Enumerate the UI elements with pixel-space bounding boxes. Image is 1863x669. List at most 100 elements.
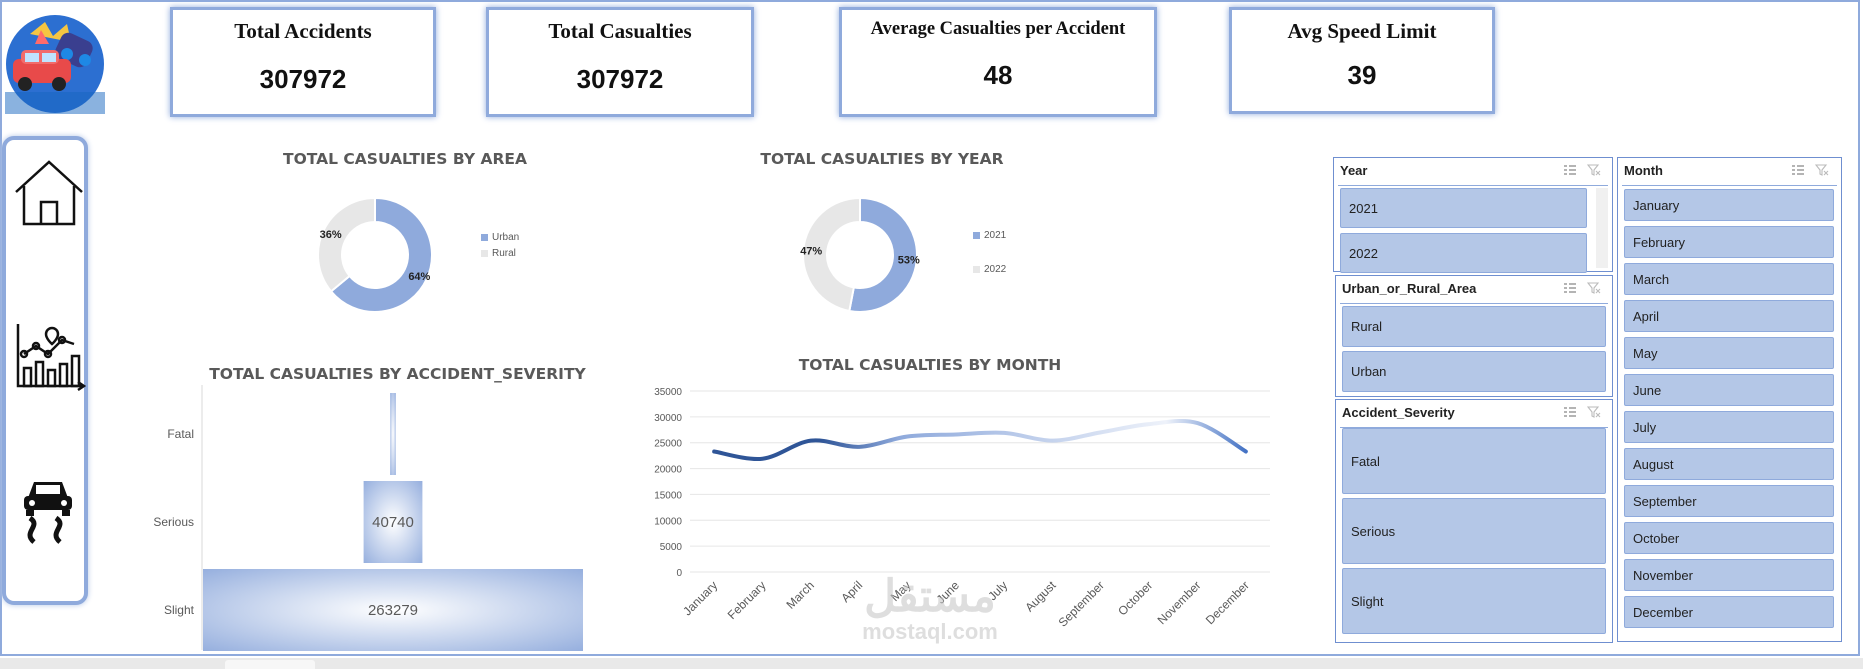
slicer-item-october[interactable]: October [1624, 522, 1834, 554]
slicer-header-line [1622, 185, 1837, 186]
slicer-header: Year [1340, 163, 1368, 178]
kpi-total-casualties: Total Casualties 307972 [486, 7, 754, 117]
x-tick-label: March [783, 578, 816, 611]
legend-area: Urban Rural [481, 232, 519, 259]
clear-filter-icon[interactable] [1587, 406, 1601, 418]
slicer-item-serious[interactable]: Serious [1342, 498, 1606, 564]
x-tick-label: September [1056, 578, 1107, 629]
slicer-item-april[interactable]: April [1624, 300, 1834, 332]
slicer-severity: Accident_Severity Fatal Serious Slight [1335, 399, 1613, 643]
severity-bar-serious [363, 481, 423, 563]
slicer-header-line [1338, 185, 1608, 186]
slicer-item-november[interactable]: November [1624, 559, 1834, 591]
donut-chart-year: 53% 47% [800, 196, 920, 313]
slicer-item-january[interactable]: January [1624, 189, 1834, 221]
kpi-title: Avg Speed Limit [1287, 19, 1437, 43]
donut-slice-urban [329, 196, 433, 313]
donut-slice-2022 [802, 196, 861, 313]
slicer-item-rural[interactable]: Rural [1342, 306, 1606, 347]
donut-slice-2021 [848, 196, 918, 313]
multi-select-icon[interactable] [1563, 164, 1577, 176]
clear-filter-icon[interactable] [1815, 164, 1829, 176]
month-line-chart: 35000 30000 25000 20000 15000 10000 5000 0Janua… [654, 387, 1270, 630]
kpi-avg-casualties: Average Casualties per Accident 48 [839, 7, 1157, 117]
kpi-avg-speed: Avg Speed Limit 39 [1229, 7, 1495, 114]
x-tick-label: October [1115, 578, 1155, 618]
watermark: مستقل mostaql.com [862, 572, 998, 645]
legend-year: 2021 2022 [973, 230, 1006, 275]
donut-slice-rural [317, 196, 376, 293]
x-tick-label: January [680, 578, 720, 618]
severity-bar-fatal [390, 393, 396, 475]
kpi-title: Average Casualties per Accident [870, 19, 1126, 39]
slicer-month: Month January February March April May June Ju… [1617, 157, 1842, 642]
y-tick-label: 25000 [654, 439, 682, 450]
severity-bar-chart: Fatal Serious 40740 Slight 263279 [153, 385, 583, 651]
slicer-header-line [1340, 303, 1608, 304]
slicer-item-2021[interactable]: 2021 [1340, 188, 1587, 228]
chart-title-month: TOTAL CASUALTIES BY MONTH [798, 356, 1062, 374]
category-label: Slight [164, 603, 195, 617]
slicer-year: Year 2021 2022 [1333, 157, 1613, 273]
category-label: Fatal [167, 427, 194, 441]
multi-select-icon[interactable] [1563, 282, 1577, 294]
slicer-item-slight[interactable]: Slight [1342, 568, 1606, 634]
sheet-tab[interactable] [225, 660, 315, 669]
slicer-item-urban[interactable]: Urban [1342, 351, 1606, 392]
legend-item-rural: Rural [481, 248, 519, 259]
multi-select-icon[interactable] [1563, 406, 1577, 418]
clear-filter-icon[interactable] [1587, 164, 1601, 176]
y-tick-label: 5000 [660, 542, 683, 553]
kpi-value: 307972 [576, 64, 664, 94]
slicer-header-line [1340, 427, 1608, 428]
kpi-title: Total Accidents [234, 19, 372, 43]
multi-select-icon[interactable] [1791, 164, 1805, 176]
slicer-item-july[interactable]: July [1624, 411, 1834, 443]
series-line [712, 418, 1248, 462]
kpi-value: 48 [983, 60, 1013, 90]
slicer-item-february[interactable]: February [1624, 226, 1834, 258]
slicer-item-september[interactable]: September [1624, 485, 1834, 517]
slippery-road-icon[interactable] [12, 470, 86, 544]
slicer-item-june[interactable]: June [1624, 374, 1834, 406]
y-tick-label: 0 [676, 568, 682, 579]
donut-data-label: 47% [800, 245, 822, 257]
dashboard-frame [0, 0, 1860, 656]
slicer-header: Month [1624, 163, 1663, 178]
clear-filter-icon[interactable] [1587, 282, 1601, 294]
slicer-item-fatal[interactable]: Fatal [1342, 428, 1606, 494]
data-label: 263279 [368, 602, 418, 619]
slicer-area: Urban_or_Rural_Area Rural Urban [1335, 275, 1613, 397]
slicer-item-may[interactable]: May [1624, 337, 1834, 369]
donut-data-label: 64% [408, 271, 430, 283]
kpi-value: 307972 [259, 64, 347, 94]
donut-data-label: 53% [898, 255, 920, 267]
donut-data-label: 36% [320, 229, 342, 241]
x-tick-label: August [1022, 578, 1059, 615]
slicer-item-august[interactable]: August [1624, 448, 1834, 480]
location-chart-icon[interactable] [12, 320, 86, 394]
car-accident-logo [5, 15, 105, 114]
kpi-title: Total Casualties [548, 19, 692, 43]
slicer-item-december[interactable]: December [1624, 596, 1834, 628]
legend-item-urban: Urban [481, 232, 519, 243]
x-tick-label: November [1155, 578, 1204, 627]
y-tick-label: 20000 [654, 465, 682, 476]
chart-title-area: TOTAL CASUALTIES BY AREA [283, 150, 527, 168]
slicer-item-2022[interactable]: 2022 [1340, 233, 1587, 273]
category-label: Serious [153, 515, 194, 529]
donut-chart-area: 64% 36% [317, 196, 433, 313]
slicer-scrollbar[interactable] [1596, 188, 1608, 268]
kpi-total-accidents: Total Accidents 307972 [170, 7, 436, 117]
slicer-item-march[interactable]: March [1624, 263, 1834, 295]
y-tick-label: 10000 [654, 516, 682, 527]
y-tick-label: 35000 [654, 387, 682, 398]
sheet-tab-bar [0, 658, 1863, 669]
y-tick-label: 30000 [654, 413, 682, 424]
x-tick-label: December [1203, 578, 1252, 627]
slicer-header: Accident_Severity [1342, 405, 1455, 420]
chart-title-year: TOTAL CASUALTIES BY YEAR [760, 150, 1004, 168]
home-icon[interactable] [12, 156, 86, 230]
sidebar-nav [2, 136, 88, 605]
severity-bar-slight [203, 569, 583, 651]
